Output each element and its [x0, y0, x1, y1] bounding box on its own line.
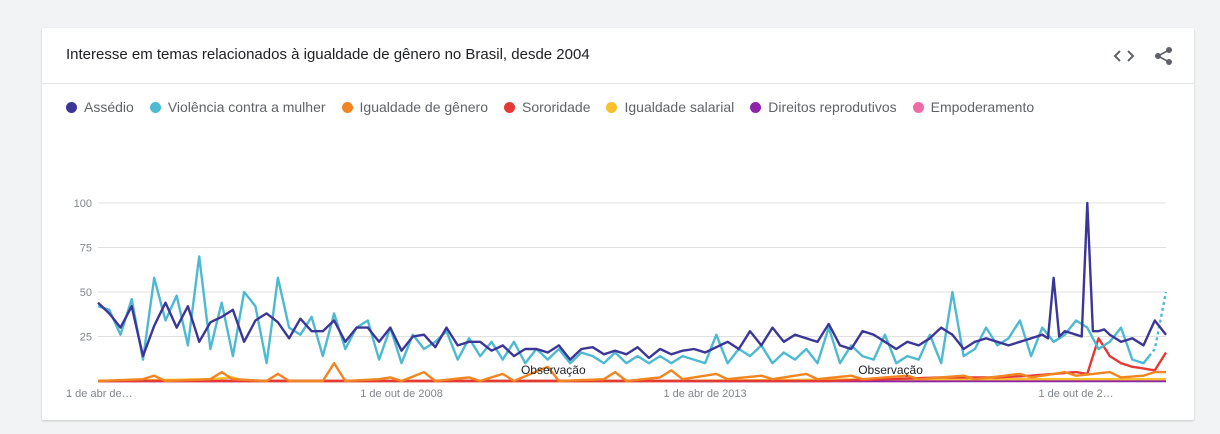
- legend-label: Igualdade de gênero: [359, 99, 488, 115]
- legend-item[interactable]: Assédio: [66, 99, 134, 115]
- line-chart: 25 50 75 100 1 de abr de… 1 de out de 2008 1 d…: [66, 198, 1168, 400]
- share-icon: [1155, 47, 1172, 65]
- series-line: [97, 362, 1166, 383]
- legend-dot: [66, 101, 77, 113]
- legend-dot: [750, 101, 762, 113]
- y-tick-label: 100: [74, 198, 92, 210]
- share-button[interactable]: [1150, 42, 1178, 70]
- card-header: Interesse em temas relacionados à iguald…: [42, 28, 1194, 84]
- legend-item[interactable]: Igualdade de gênero: [341, 99, 488, 115]
- legend-label: Assédio: [84, 99, 134, 115]
- legend-dot: [503, 101, 515, 113]
- y-tick-label: 75: [80, 243, 92, 255]
- legend-label: Empoderamento: [930, 99, 1035, 115]
- y-tick-label: 50: [80, 287, 92, 299]
- legend-dot: [606, 101, 618, 113]
- legend-label: Violência contra a mulher: [167, 99, 326, 115]
- chart-title: Interesse em temas relacionados à iguald…: [66, 46, 590, 63]
- legend-dot: [912, 101, 924, 113]
- x-tick-label: 1 de out de 2008: [360, 388, 443, 400]
- series-line: [97, 201, 1167, 361]
- legend-label: Sororidade: [521, 99, 591, 115]
- legend-dot: [341, 101, 353, 113]
- chart-card: Interesse em temas relacionados à iguald…: [42, 28, 1194, 420]
- legend-item[interactable]: Violência contra a mulher: [149, 99, 326, 115]
- x-tick-label: 1 de abr de 2013: [663, 388, 746, 400]
- y-tick-label: 25: [80, 332, 92, 344]
- legend-label: Direitos reprodutivos: [768, 99, 897, 115]
- x-tick-label: 1 de abr de…: [66, 388, 133, 400]
- x-tick-label: 1 de out de 2…: [1038, 388, 1113, 400]
- legend-item[interactable]: Direitos reprodutivos: [750, 99, 897, 115]
- annotation-label[interactable]: Observação: [858, 363, 923, 377]
- legend-item[interactable]: Sororidade: [503, 99, 591, 115]
- legend-item[interactable]: Empoderamento: [912, 99, 1035, 115]
- annotation-label[interactable]: Observação: [521, 363, 586, 377]
- series-line: [97, 255, 1151, 365]
- legend-dot: [149, 101, 161, 113]
- code-embed-icon: [1113, 50, 1135, 62]
- chart-legend: Assédio Violência contra a mulher Igualdad…: [66, 99, 1050, 115]
- legend-item[interactable]: Igualdade salarial: [606, 99, 734, 115]
- legend-label: Igualdade salarial: [624, 99, 735, 115]
- embed-button[interactable]: [1110, 42, 1138, 70]
